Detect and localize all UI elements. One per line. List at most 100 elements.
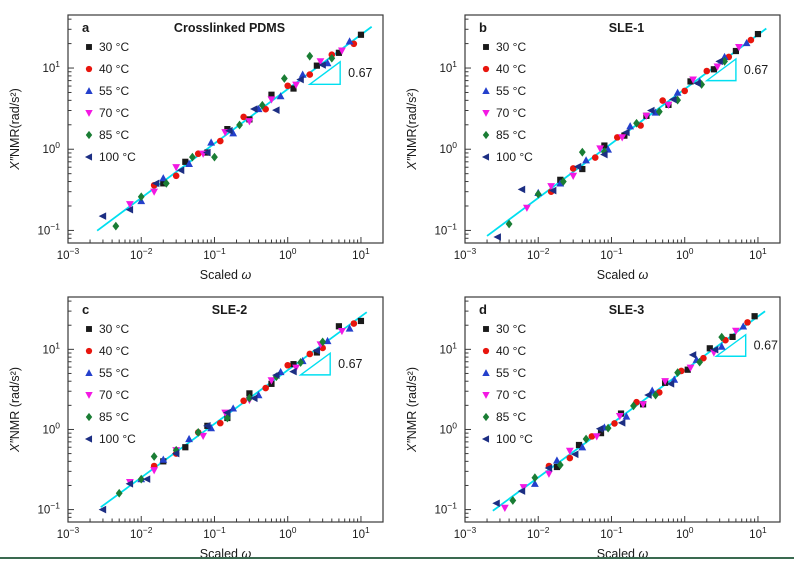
- x-tick-label: 10−2: [527, 525, 550, 541]
- panel-title: Crosslinked PDMS: [174, 21, 285, 35]
- slope-triangle: [704, 57, 737, 82]
- panel-title: SLE-2: [212, 303, 247, 317]
- slope-label: 0.67: [338, 357, 362, 371]
- legend-label: 70 °C: [496, 388, 526, 402]
- x-tick-label: 10−3: [454, 525, 477, 541]
- y-tick-label: 100: [42, 420, 60, 436]
- axis-ticks: [67, 300, 362, 522]
- legend-label: 85 °C: [99, 128, 129, 142]
- legend: 30 °C 40 °C 55 °C 70 °C 85 °C 100 °C: [84, 40, 136, 164]
- bottom-rule: [0, 557, 794, 559]
- x-axis-label: Scaled ω: [597, 547, 649, 557]
- plot-svg-d: 10−3 10−2 10−1 100 101 10−1 100 101 Scaled ω X″NM…: [405, 296, 781, 557]
- slope-label: 0.67: [744, 63, 768, 77]
- plot-svg-b: 10−3 10−2 10−1 100 101 10−1 100 101 Scaled ω X″NM…: [405, 14, 781, 280]
- axis-ticks: [464, 300, 759, 522]
- x-tick-label: 100: [676, 525, 694, 541]
- legend-label: 30 °C: [99, 322, 129, 336]
- legend-label: 30 °C: [496, 40, 526, 54]
- y-tick-label: 101: [42, 59, 60, 75]
- axes-box: [67, 296, 384, 523]
- legend-label: 100 °C: [99, 150, 136, 164]
- panel-title: SLE-3: [609, 303, 644, 317]
- x-tick-label: 101: [749, 525, 767, 541]
- axes-box: [67, 14, 384, 244]
- x-tick-label: 10−2: [527, 246, 550, 262]
- y-tick-label: 101: [439, 340, 457, 356]
- panel-letter: b: [479, 20, 487, 35]
- plot-svg-c: 10−3 10−2 10−1 100 101 10−1 100 101 Scaled ω X″NM…: [8, 296, 384, 557]
- x-tick-label: 101: [352, 246, 370, 262]
- slope-triangle: [298, 351, 331, 376]
- x-tick-label: 100: [676, 246, 694, 262]
- x-tick-label: 10−1: [600, 525, 623, 541]
- legend-label: 70 °C: [99, 106, 129, 120]
- panel-letter: a: [82, 20, 90, 35]
- axis-ticks: [464, 18, 759, 243]
- legend-label: 30 °C: [496, 322, 526, 336]
- series-70C: [522, 44, 743, 212]
- x-tick-label: 101: [352, 525, 370, 541]
- x-tick-label: 10−1: [203, 525, 226, 541]
- series-30C: [160, 317, 365, 465]
- x-tick-label: 10−2: [130, 525, 153, 541]
- series-100C: [98, 346, 321, 514]
- panel-d-sle-3: 10−3 10−2 10−1 100 101 10−1 100 101 Scaled ω X″NM…: [397, 280, 794, 557]
- series-55C: [137, 324, 354, 483]
- legend-label: 55 °C: [496, 366, 526, 380]
- legend-label: 40 °C: [496, 344, 526, 358]
- legend-label: 40 °C: [99, 62, 129, 76]
- slope-label: 0.67: [754, 338, 778, 352]
- series-100C: [98, 61, 326, 220]
- slope-label: 0.67: [348, 66, 372, 80]
- axes-box: [464, 14, 781, 244]
- legend-label: 30 °C: [99, 40, 129, 54]
- legend-label: 100 °C: [99, 432, 136, 446]
- y-axis-label: X″NMR (rad/s²): [405, 367, 419, 453]
- x-tick-label: 10−1: [203, 246, 226, 262]
- fit-line: [492, 310, 766, 512]
- legend-label: 70 °C: [99, 388, 129, 402]
- y-tick-label: 10−1: [38, 221, 61, 237]
- series-100C: [492, 345, 719, 508]
- legend-label: 55 °C: [99, 84, 129, 98]
- y-tick-label: 10−1: [435, 221, 458, 237]
- x-tick-label: 10−2: [130, 246, 153, 262]
- legend-label: 100 °C: [496, 432, 533, 446]
- y-tick-label: 10−1: [38, 501, 61, 517]
- y-tick-label: 101: [42, 340, 60, 356]
- y-tick-label: 100: [439, 140, 457, 156]
- series-85C: [112, 51, 336, 231]
- series-85C: [115, 337, 327, 498]
- legend-label: 85 °C: [496, 128, 526, 142]
- legend-label: 85 °C: [99, 410, 129, 424]
- y-tick-label: 10−1: [435, 501, 458, 517]
- plot-svg-a: 10−3 10−2 10−1 100 101 10−1 100 101 Scaled ω X″NM…: [8, 14, 384, 280]
- legend-label: 55 °C: [99, 366, 129, 380]
- legend: 30 °C 40 °C 55 °C 70 °C 85 °C 100 °C: [84, 322, 136, 446]
- series-85C: [509, 332, 726, 505]
- legend: 30 °C 40 °C 55 °C 70 °C 85 °C 100 °C: [481, 40, 533, 164]
- x-axis-label: Scaled ω: [200, 268, 252, 280]
- legend: 30 °C 40 °C 55 °C 70 °C 85 °C 100 °C: [481, 322, 533, 446]
- panel-letter: d: [479, 302, 487, 317]
- y-axis-label: X″NMR(rad/s²): [405, 88, 419, 171]
- axes-box: [464, 296, 781, 523]
- legend-label: 85 °C: [496, 410, 526, 424]
- panel-c-sle-2: 10−3 10−2 10−1 100 101 10−1 100 101 Scaled ω X″NM…: [0, 280, 397, 557]
- legend-label: 100 °C: [496, 150, 533, 164]
- panel-b-sle-1: 10−3 10−2 10−1 100 101 10−1 100 101 Scaled ω X″NM…: [397, 0, 794, 280]
- y-axis-label: X″NMR (rad/s²): [8, 367, 22, 453]
- x-tick-label: 101: [749, 246, 767, 262]
- x-tick-label: 100: [279, 246, 297, 262]
- x-tick-label: 10−3: [57, 525, 80, 541]
- y-axis-label: X″NMR(rad/s²): [8, 88, 22, 171]
- axis-ticks: [67, 18, 362, 243]
- x-tick-label: 10−1: [600, 246, 623, 262]
- panel-a-crosslinked-pdms: 10−3 10−2 10−1 100 101 10−1 100 101 Scaled ω X″NM…: [0, 0, 397, 280]
- x-tick-label: 10−3: [57, 246, 80, 262]
- series-100C: [493, 57, 723, 241]
- x-tick-label: 100: [279, 525, 297, 541]
- slope-triangle: [714, 333, 747, 357]
